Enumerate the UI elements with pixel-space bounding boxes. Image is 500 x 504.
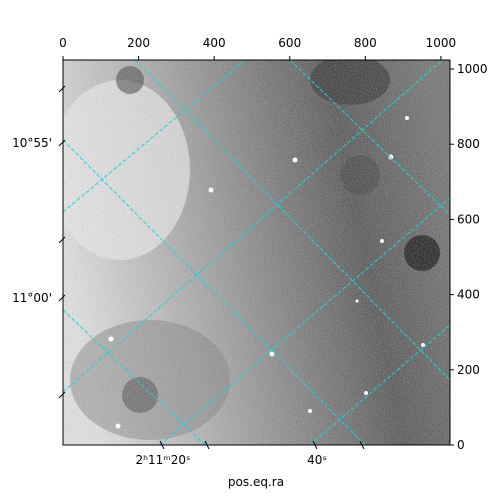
sky-image — [63, 60, 450, 445]
dec-label: 10°55' — [12, 136, 52, 150]
top-tick-label: 1000 — [426, 36, 457, 50]
right-tick-label: 200 — [457, 363, 480, 377]
right-tick-label: 1000 — [457, 62, 488, 76]
dec-label: 11°00' — [12, 291, 52, 305]
right-tick-label: 600 — [457, 212, 480, 226]
right-tick-label: 400 — [457, 288, 480, 302]
right-tick-label: 800 — [457, 137, 480, 151]
top-tick-label: 600 — [278, 36, 301, 50]
ra-label: 40ˢ — [307, 453, 327, 467]
right-tick-label: 0 — [457, 438, 465, 452]
x-axis-label: pos.eq.ra — [228, 475, 284, 489]
axes-frame — [62, 59, 451, 446]
top-tick-label: 400 — [203, 36, 226, 50]
top-tick-label: 200 — [127, 36, 150, 50]
ra-label: 2ʰ11ᵐ20ˢ — [136, 453, 191, 467]
wcs-grid — [63, 60, 450, 445]
wcs-ticks — [58, 85, 365, 450]
top-tick-label: 0 — [59, 36, 67, 50]
top-tick-label: 800 — [354, 36, 377, 50]
